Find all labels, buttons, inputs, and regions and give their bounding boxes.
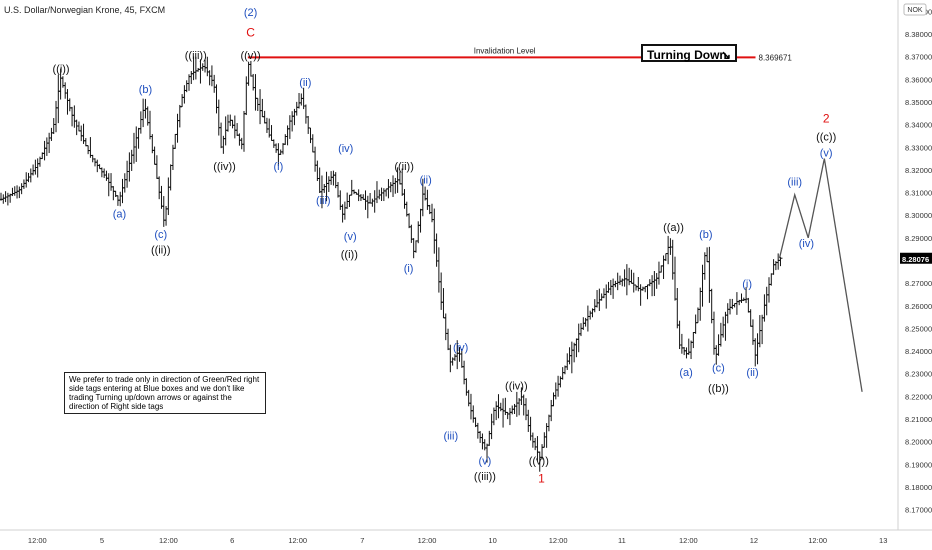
invalidation-value: 8.369671 xyxy=(759,53,793,62)
x-tick-label: 12:00 xyxy=(159,536,178,545)
current-price-label: 8.28076 xyxy=(902,255,929,264)
y-tick-label: 8.24000 xyxy=(905,347,932,356)
wave-label: (iv) xyxy=(453,342,468,354)
x-tick-label: 12 xyxy=(750,536,758,545)
wave-label: (iv) xyxy=(799,238,814,250)
wave-label: (2) xyxy=(244,7,257,19)
y-tick-label: 8.17000 xyxy=(905,506,932,515)
currency-badge: NOK xyxy=(903,3,927,16)
wave-label: (iii) xyxy=(787,177,802,189)
wave-label: (v) xyxy=(820,147,833,159)
wave-label: ((v)) xyxy=(240,50,260,62)
wave-label: (iv) xyxy=(338,143,353,155)
turning-down-box: Turning Down ↘ xyxy=(641,44,737,62)
wave-label: (a) xyxy=(113,208,126,220)
projection-path xyxy=(778,158,863,392)
turning-down-label: Turning Down xyxy=(647,48,727,62)
wave-label: (b) xyxy=(699,229,712,241)
wave-label: (ii) xyxy=(746,367,758,379)
x-tick-label: 5 xyxy=(100,536,104,545)
x-tick-label: 12:00 xyxy=(28,536,47,545)
wave-label: ((iv)) xyxy=(505,381,528,393)
y-tick-label: 8.30000 xyxy=(905,211,932,220)
wave-label: (b) xyxy=(139,84,152,96)
wave-label: (iii) xyxy=(443,430,458,442)
chart-title: U.S. Dollar/Norwegian Krone, 45, FXCM xyxy=(4,5,165,15)
y-tick-label: 8.25000 xyxy=(905,324,932,333)
y-tick-label: 8.27000 xyxy=(905,279,932,288)
wave-label: ((ii)) xyxy=(151,245,171,257)
wave-label: ((iv)) xyxy=(213,161,236,173)
wave-label: ((i)) xyxy=(53,64,70,76)
wave-label: ((a)) xyxy=(663,222,684,234)
arrow-down-right-icon: ↘ xyxy=(720,48,731,62)
y-tick-label: 8.31000 xyxy=(905,189,932,198)
wave-label: ((iii)) xyxy=(185,50,207,62)
x-tick-label: 12:00 xyxy=(679,536,698,545)
x-tick-label: 10 xyxy=(488,536,496,545)
wave-label: (v) xyxy=(344,231,357,243)
y-tick-label: 8.33000 xyxy=(905,143,932,152)
x-tick-label: 6 xyxy=(230,536,234,545)
x-tick-label: 11 xyxy=(618,536,626,545)
x-tick-label: 12:00 xyxy=(808,536,827,545)
x-tick-label: 12:00 xyxy=(549,536,568,545)
x-tick-label: 7 xyxy=(360,536,364,545)
wave-label: (i) xyxy=(273,161,283,173)
y-tick-label: 8.38000 xyxy=(905,30,932,39)
wave-label: (ii) xyxy=(299,77,311,89)
y-tick-label: 8.32000 xyxy=(905,166,932,175)
wave-label: ((c)) xyxy=(816,131,836,143)
y-tick-label: 8.23000 xyxy=(905,370,932,379)
x-tick-label: 13 xyxy=(879,536,887,545)
ohlc-bar xyxy=(778,256,783,267)
wave-label: 2 xyxy=(823,111,830,125)
wave-label: ((ii)) xyxy=(394,161,414,173)
wave-label: ((i)) xyxy=(341,249,358,261)
y-tick-label: 8.37000 xyxy=(905,53,932,62)
x-tick-label: 12:00 xyxy=(418,536,437,545)
wave-label: ((iii)) xyxy=(474,471,496,483)
projection-line xyxy=(778,158,863,392)
wave-label: (iii) xyxy=(316,195,331,207)
current-price-tag: 8.28076 xyxy=(900,252,932,264)
y-tick-label: 8.22000 xyxy=(905,392,932,401)
y-tick-label: 8.26000 xyxy=(905,302,932,311)
wave-label: ((v)) xyxy=(529,455,549,467)
wave-label: (v) xyxy=(479,455,492,467)
currency-badge-label: NOK xyxy=(907,7,923,14)
wave-label: (ii) xyxy=(420,174,432,186)
x-tick-label: 12:00 xyxy=(288,536,307,545)
wave-label: (i) xyxy=(742,279,752,291)
y-tick-label: 8.29000 xyxy=(905,234,932,243)
y-tick-label: 8.19000 xyxy=(905,460,932,469)
y-tick-label: 8.36000 xyxy=(905,75,932,84)
y-tick-label: 8.34000 xyxy=(905,121,932,130)
wave-label: (a) xyxy=(679,367,692,379)
wave-label: ((b)) xyxy=(708,383,729,395)
wave-label: 1 xyxy=(538,471,545,485)
x-axis[interactable]: 12:00 5 12:00 6 12:00 7 12:00 10 12:00 11 12:00 12 1… xyxy=(28,536,887,545)
trading-note: We prefer to trade only in direction of … xyxy=(64,372,266,414)
invalidation-label: Invalidation Level xyxy=(474,46,536,55)
wave-label: (c) xyxy=(154,229,167,241)
y-tick-label: 8.18000 xyxy=(905,483,932,492)
y-tick-label: 8.20000 xyxy=(905,438,932,447)
y-tick-label: 8.35000 xyxy=(905,98,932,107)
wave-labels: ((i)) (a) (b) (c) ((ii)) ((iii)) ((iv)) (2) C ((v… xyxy=(53,7,837,485)
wave-label: (i) xyxy=(404,263,414,275)
price-bars xyxy=(0,56,783,472)
wave-label: (c) xyxy=(712,362,725,374)
y-tick-label: 8.21000 xyxy=(905,415,932,424)
wave-label: C xyxy=(246,25,255,39)
